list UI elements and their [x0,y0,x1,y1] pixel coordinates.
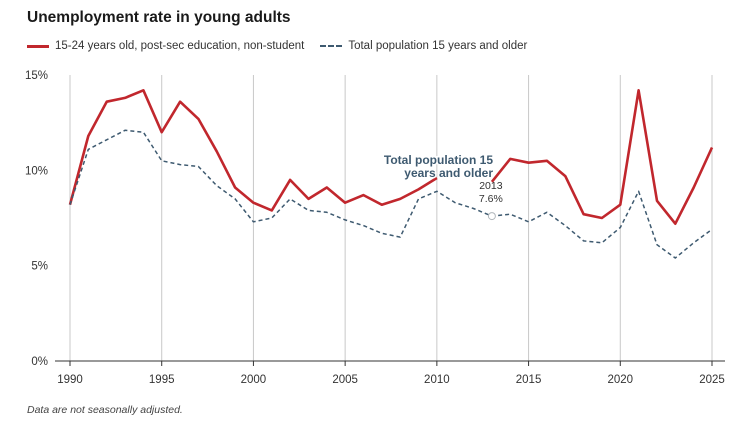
annotation-label-line: Total population 15 [384,153,493,167]
line-chart: 1990 1995 2000 2005 2010 2015 2020 2025 0% 5% 10% 1… [25,70,725,386]
x-tick-label: 2020 [607,374,633,386]
y-tick-label: 5% [31,261,48,273]
annotation-x-value: 2013 [479,180,503,192]
legend: 15-24 years old, post-sec education, non… [27,40,543,52]
series-line-young-adults [490,89,714,225]
x-tick-label: 1995 [149,374,175,386]
legend-item-total-population: Total population 15 years and older [320,40,527,52]
y-tick-label: 15% [25,70,48,82]
series-line-total-population [69,129,713,259]
annotation-y-value: 7.6% [479,193,503,205]
legend-item-young-adults: 15-24 years old, post-sec education, non… [27,40,304,52]
x-tick-label: 2000 [241,374,267,386]
legend-swatch-solid [27,44,49,48]
footnote: Data are not seasonally adjusted. [27,404,183,416]
x-tick-label: 2005 [332,374,358,386]
annotation-marker [487,212,496,221]
x-tick-label: 2025 [699,374,725,386]
x-tick-label: 1990 [57,374,83,386]
annotation-label: Total population 15 years and older [384,153,493,180]
chart-title: Unemployment rate in young adults [27,9,291,26]
y-tick-label: 10% [25,165,48,177]
legend-label-total-population: Total population 15 years and older [348,40,528,52]
x-tick-label: 2010 [424,374,450,386]
series-line-young-adults [68,89,438,212]
legend-label-young-adults: 15-24 years old, post-sec education, non… [55,40,305,52]
x-tick-label: 2015 [516,374,542,386]
annotation-label-line: years and older [404,166,493,180]
legend-swatch-dashed [320,45,343,47]
y-tick-label: 0% [31,356,48,368]
